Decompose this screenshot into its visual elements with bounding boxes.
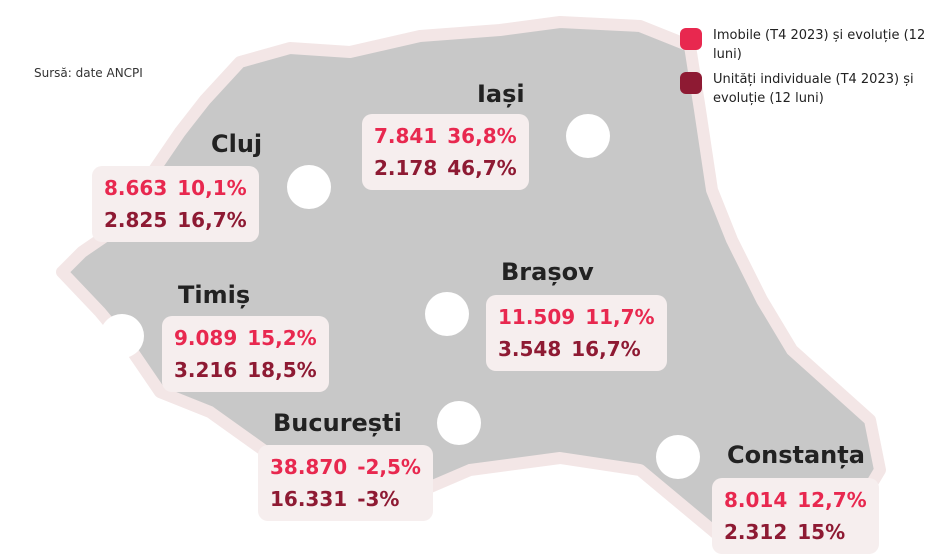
unitati-evolution: 18,5% [247, 358, 317, 382]
stats-box-brasov: 11.509 11,7% 3.548 16,7% [486, 295, 667, 371]
source-note: Sursă: date ANCPI [34, 66, 143, 80]
city-label-brasov: Brașov [501, 258, 594, 286]
unitati-value: 3.548 [498, 337, 562, 361]
unitati-evolution: 15% [797, 520, 846, 544]
stats-box-cluj: 8.663 10,1% 2.825 16,7% [92, 166, 259, 242]
unitati-evolution: -3% [357, 487, 400, 511]
marker-bucuresti [437, 401, 481, 445]
unitati-value: 16.331 [270, 487, 348, 511]
imobile-value: 9.089 [174, 326, 238, 350]
unitati-value: 2.178 [374, 156, 438, 180]
stats-box-constanta: 8.014 12,7% 2.312 15% [712, 478, 879, 554]
city-label-timis: Timiș [178, 281, 251, 309]
unitati-value: 2.312 [724, 520, 788, 544]
marker-constanta [656, 435, 700, 479]
imobile-value: 38.870 [270, 455, 348, 479]
legend-item-unitati: Unități individuale (T4 2023) și evoluți… [680, 70, 933, 108]
imobile-evolution: 36,8% [447, 124, 517, 148]
legend-label: Unități individuale (T4 2023) și evoluți… [713, 72, 914, 106]
unitati-value: 3.216 [174, 358, 238, 382]
legend-item-imobile: Imobile (T4 2023) și evoluție (12 luni) [680, 26, 933, 64]
imobile-evolution: 10,1% [177, 176, 247, 200]
unitati-evolution: 16,7% [177, 208, 247, 232]
marker-brasov [425, 292, 469, 336]
city-label-cluj: Cluj [211, 130, 263, 158]
imobile-value: 11.509 [498, 305, 576, 329]
imobile-evolution: 11,7% [585, 305, 655, 329]
marker-timis [100, 314, 144, 358]
unitati-evolution: 46,7% [447, 156, 517, 180]
legend-swatch [680, 72, 702, 94]
stats-box-iasi: 7.841 36,8% 2.178 46,7% [362, 114, 529, 190]
legend-label: Imobile (T4 2023) și evoluție (12 luni) [713, 28, 926, 62]
city-label-iasi: Iași [477, 80, 525, 108]
imobile-value: 8.663 [104, 176, 168, 200]
city-markers [100, 114, 700, 479]
imobile-value: 8.014 [724, 488, 788, 512]
imobile-evolution: 12,7% [797, 488, 867, 512]
city-label-constanta: Constanța [727, 441, 865, 469]
unitati-value: 2.825 [104, 208, 168, 232]
imobile-evolution: -2,5% [357, 455, 421, 479]
legend-swatch [680, 28, 702, 50]
imobile-evolution: 15,2% [247, 326, 317, 350]
stats-box-bucuresti: 38.870 -2,5% 16.331 -3% [258, 445, 433, 521]
marker-iasi [566, 114, 610, 158]
unitati-evolution: 16,7% [571, 337, 641, 361]
city-label-bucuresti: București [273, 409, 402, 437]
imobile-value: 7.841 [374, 124, 438, 148]
stats-box-timis: 9.089 15,2% 3.216 18,5% [162, 316, 329, 392]
marker-cluj [287, 165, 331, 209]
legend: Imobile (T4 2023) și evoluție (12 luni) … [680, 26, 933, 114]
